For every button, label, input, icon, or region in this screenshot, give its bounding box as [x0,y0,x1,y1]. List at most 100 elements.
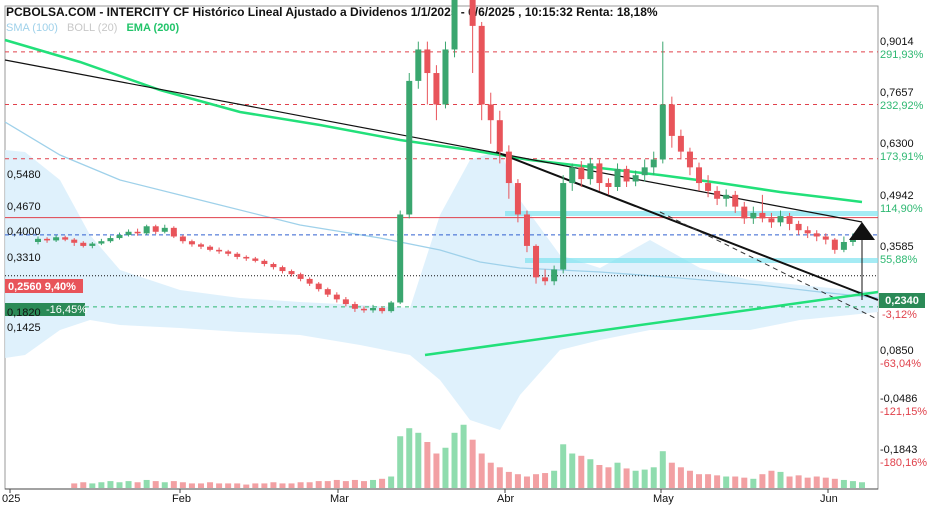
volume-bar [551,470,558,488]
volume-bar [424,442,431,488]
volume-bar [605,467,612,488]
candle-body [732,194,739,207]
candle-body [442,49,449,105]
candle-body [116,234,123,239]
candle-body [614,168,621,187]
candle-body [478,25,485,105]
x-axis-label: Abr [497,493,514,505]
candle-body [207,246,214,250]
candle-body [107,238,114,242]
volume-bar [188,483,195,488]
candle-body [596,163,603,184]
volume-bar [578,455,585,488]
badge-level-green [5,303,85,316]
candle-body [686,151,693,168]
candle-body [659,104,666,160]
candle-body [288,271,295,275]
legend-ema: EMA (200) [126,22,180,34]
volume-bar [98,482,105,488]
volume-bar [460,424,467,488]
volume-bar [804,477,811,488]
candle-body [351,304,358,309]
cyan-band-lower [525,258,878,263]
right-axis-pct: 173,91% [880,151,924,163]
candle-body [804,230,811,234]
candle-body [170,227,177,237]
candle-body [677,135,684,152]
volume-bar [523,476,530,488]
volume-bar [388,476,395,488]
candle-body [496,120,503,152]
left-level-label: 0,1820 [7,307,41,319]
volume-bar [696,474,703,488]
volume-bar [714,475,721,488]
right-axis-price: 0,3585 [880,241,914,253]
chart-title: PCBOLSA.COM - INTERCITY CF Histórico Lin… [6,5,658,19]
candle-body [578,167,585,180]
volume-bar [279,483,286,488]
candle-body [397,214,404,303]
candle-body [542,277,549,282]
right-axis-pct: -180,16% [880,457,927,469]
volume-bar [587,459,594,488]
volume-bar [768,470,775,488]
volume-bar [659,451,666,488]
candle-body [487,104,494,121]
volume-bar [514,474,521,488]
volume-bar [641,469,648,488]
volume-bar [179,482,186,488]
volume-bar [143,479,150,488]
candle-body [831,239,838,250]
volume-bar [161,482,168,488]
volume-bar [750,478,757,488]
arrow-head [849,222,875,240]
support-line [424,290,879,357]
candle-body [759,212,766,219]
candle-body [551,269,558,282]
volume-bar [80,482,87,488]
candle-body [324,289,331,295]
volume-bar [840,479,847,488]
candle-body [225,251,232,254]
candle-body [587,163,594,180]
candle-body [632,175,639,182]
volume-bar [261,483,268,488]
candle-body [741,206,748,219]
cyan-band-upper [505,211,878,216]
candle-body [424,49,431,74]
legend: SMA (100) BOLL (20) EMA (200) [6,22,185,34]
candle-body [469,0,476,26]
candle-body [279,267,286,272]
candle-body [623,168,630,182]
volume-bar [686,470,693,488]
candle-body [216,249,223,252]
right-axis-price: 0,7657 [880,87,914,99]
right-axis-price: 0,0850 [880,345,914,357]
left-level-label: 0,1425 [7,322,41,334]
right-axis-pct: 114,90% [880,203,923,215]
right-axis-pct: 232,92% [880,100,924,112]
volume-bar [822,477,829,488]
volume-bar [759,474,766,488]
candle-body [605,183,612,187]
candle-body [44,238,51,241]
volume-bar [614,462,621,488]
volume-bar [723,476,730,488]
candle-body [415,49,422,81]
current-pct-label: -3,12% [882,309,917,321]
left-level-label: 0,3310 [7,252,41,264]
trendline-dashed [659,211,876,319]
left-level-label: 0,5480 [7,169,41,181]
volume-bar [859,482,865,488]
volume-bar [397,436,404,488]
legend-boll: BOLL (20) [67,22,118,34]
volume-bar [741,477,748,488]
volume-bar [406,428,413,488]
trendline-short [495,151,879,301]
volume-bar [433,453,440,488]
candle-body [650,159,657,168]
x-axis-label: Jun [820,493,838,505]
candle-body [89,243,96,246]
candle-body [261,260,268,264]
volume-bar [849,481,856,488]
